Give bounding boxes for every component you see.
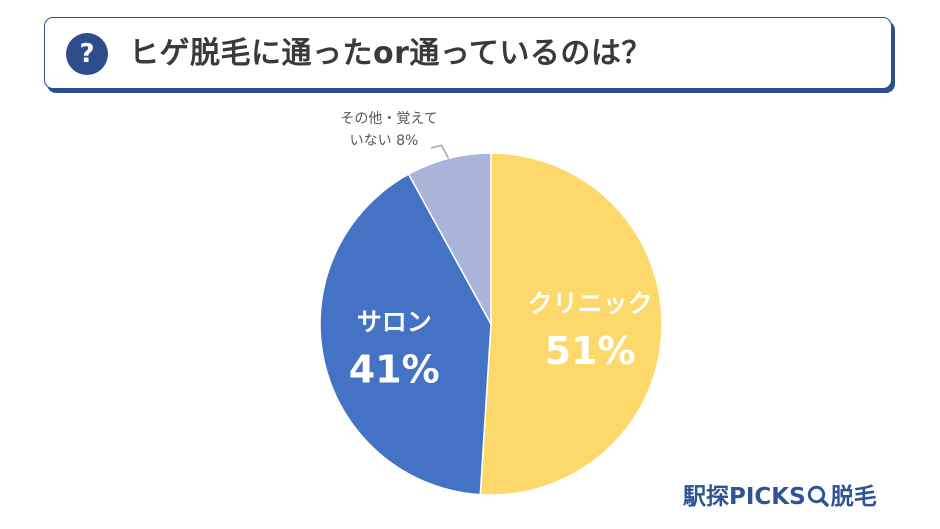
pie-slice-0: [479, 152, 663, 496]
slice-value-0: 51%: [545, 329, 636, 373]
slice-label-0: クリニック: [528, 289, 653, 318]
title-box: ? ヒゲ脱毛に通ったor通っているのは？: [44, 17, 892, 89]
leader-line: [430, 144, 450, 159]
brand-name: 駅探PICKS: [683, 484, 806, 510]
magnifier-icon: [807, 485, 829, 507]
slice-value-1: 41%: [349, 348, 440, 392]
slice-label-1: サロン: [357, 308, 432, 337]
page-title: ヒゲ脱毛に通ったor通っているのは？: [129, 36, 652, 71]
question-icon: ?: [66, 33, 108, 75]
slice-label-2-line-1: その他・覚えて: [340, 111, 437, 127]
slice-label-2-line-2: いない 8%: [350, 133, 419, 149]
brand-suffix: 脱毛: [830, 484, 877, 510]
question-mark: ?: [79, 39, 95, 69]
pie-slice-1: [319, 173, 492, 496]
brand-logo: 駅探PICKS 脱毛: [683, 482, 877, 512]
